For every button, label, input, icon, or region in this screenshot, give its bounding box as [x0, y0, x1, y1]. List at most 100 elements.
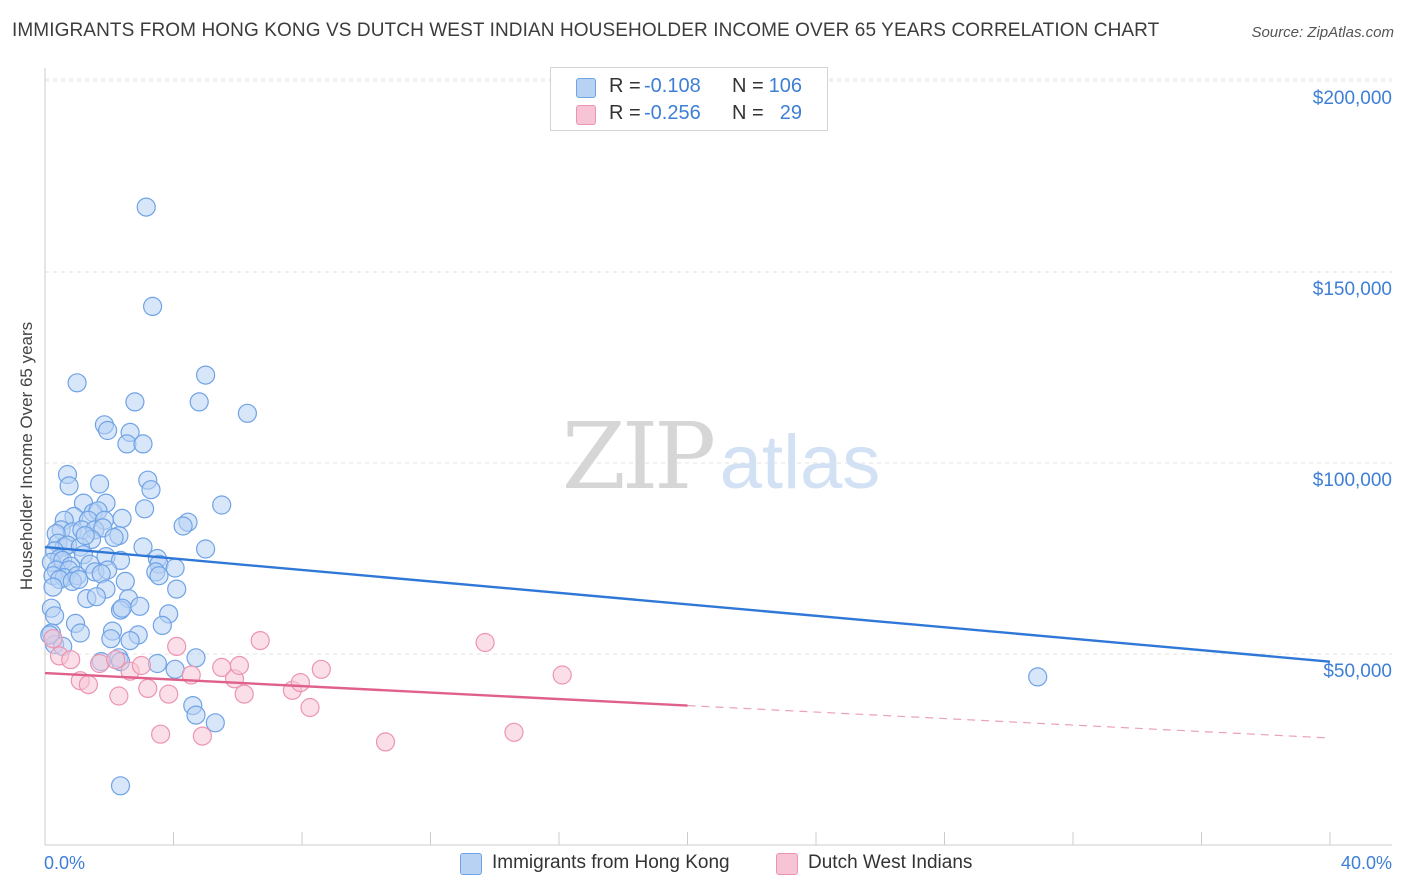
point-series0-14 [59, 476, 79, 496]
legend-n-value: 106 [768, 75, 802, 97]
legend-r-label: R = [609, 75, 641, 97]
trend-line-series1 [44, 671, 688, 707]
point-series0-5 [189, 392, 209, 412]
point-series1-5 [89, 653, 110, 674]
point-series1-0 [43, 629, 63, 649]
point-series1-26 [475, 632, 495, 653]
point-series0-72 [167, 579, 187, 599]
point-series0-44 [196, 539, 216, 559]
tick-labels: $200,000 $150,000 $100,000 $50,000 0.0% … [44, 88, 1392, 873]
point-series0-1 [143, 296, 163, 316]
point-series1-25 [375, 732, 396, 752]
point-series1-12 [159, 684, 179, 704]
point-series0-83 [152, 615, 172, 636]
legend-r-value: -0.256 [644, 102, 701, 124]
legend-n-value: 29 [779, 102, 802, 124]
point-series0-88 [101, 629, 121, 649]
point-series1-22 [290, 672, 310, 693]
point-series1-28 [552, 665, 572, 685]
point-series0-43 [133, 537, 153, 557]
legend-r-value: -0.108 [644, 75, 701, 97]
data-points [40, 197, 1048, 796]
x-tick-label-min: 0.0% [44, 853, 85, 873]
point-series0-0 [136, 197, 156, 217]
legend-r-label: R = [609, 102, 641, 124]
point-series1-9 [131, 655, 151, 676]
point-series0-99 [205, 713, 225, 733]
point-series0-16 [141, 480, 161, 500]
watermark: ZIP atlas [562, 403, 880, 510]
legend-swatch-pink [576, 105, 596, 125]
point-series1-24 [311, 659, 331, 679]
watermark-atlas: atlas [720, 420, 881, 505]
point-series0-70 [115, 571, 135, 592]
point-series1-23 [300, 697, 320, 718]
point-series0-53 [110, 550, 131, 571]
point-series1-4 [78, 674, 99, 695]
point-series0-69 [69, 569, 89, 590]
gridlines [45, 78, 1392, 655]
legend-swatch-blue [576, 78, 596, 98]
point-series1-20 [250, 630, 270, 651]
point-series0-79 [130, 596, 150, 616]
point-series1-18 [229, 655, 249, 676]
point-series0-4 [125, 392, 145, 412]
y-tick-label-100000: $100,000 [1313, 470, 1392, 491]
point-series0-27 [112, 508, 132, 529]
legend-n-label: N = [732, 75, 764, 97]
trend-lines [44, 545, 1331, 739]
point-series0-74 [86, 587, 107, 607]
point-series0-101 [1028, 667, 1048, 687]
point-series1-6 [106, 650, 126, 670]
point-series0-11 [133, 434, 153, 454]
legend-n-label: N = [732, 102, 764, 124]
y-tick-label-150000: $150,000 [1313, 279, 1392, 300]
point-series0-8 [97, 420, 118, 441]
x-tick-label-max: 40.0% [1341, 853, 1392, 873]
point-series0-98 [186, 705, 206, 725]
trend-line-series0 [44, 545, 1331, 663]
stats-legend: R = -0.108 N = 106 R = -0.256 N = 29 [550, 67, 828, 131]
point-series0-66 [149, 566, 169, 586]
watermark-zip: ZIP [562, 403, 713, 510]
point-series0-23 [135, 499, 155, 519]
point-series1-11 [151, 724, 171, 744]
point-series0-103 [43, 577, 63, 597]
point-series0-95 [147, 653, 167, 674]
axes [44, 68, 1392, 846]
point-series0-3 [196, 365, 216, 385]
point-series0-15 [89, 474, 110, 494]
series-legend-label-dutch-west-indians: Dutch West Indians [808, 852, 973, 873]
point-series1-2 [61, 650, 81, 670]
point-series0-37 [104, 527, 124, 548]
chart-title: IMMIGRANTS FROM HONG KONG VS DUTCH WEST … [12, 20, 1160, 41]
point-series0-19 [212, 495, 232, 515]
point-series0-105 [75, 525, 95, 546]
point-series1-15 [192, 726, 212, 746]
point-series0-61 [165, 558, 185, 578]
point-series1-10 [138, 678, 158, 699]
point-series0-96 [165, 659, 185, 679]
point-series1-27 [504, 722, 524, 742]
point-series0-6 [237, 403, 257, 423]
point-series0-86 [70, 623, 90, 643]
series-legend-label-hong-kong: Immigrants from Hong Kong [492, 852, 730, 873]
point-series0-78 [112, 598, 132, 618]
series-legend-swatch-blue [460, 853, 482, 875]
point-series0-2 [67, 373, 87, 393]
chart-source: Source: ZipAtlas.com [1251, 24, 1394, 41]
trend-line-extension-series1 [687, 704, 1331, 739]
point-series0-80 [44, 606, 65, 626]
y-tick-label-200000: $200,000 [1313, 88, 1392, 109]
point-series0-100 [110, 776, 131, 796]
point-series0-29 [173, 516, 193, 536]
series-legend-swatch-pink [776, 853, 798, 875]
y-tick-label-50000: $50,000 [1323, 661, 1392, 682]
point-series1-7 [109, 686, 129, 706]
point-series1-13 [167, 636, 187, 657]
point-series0-92 [186, 648, 206, 668]
point-series0-89 [120, 630, 140, 651]
point-series0-10 [117, 434, 137, 454]
point-series1-19 [234, 684, 254, 704]
